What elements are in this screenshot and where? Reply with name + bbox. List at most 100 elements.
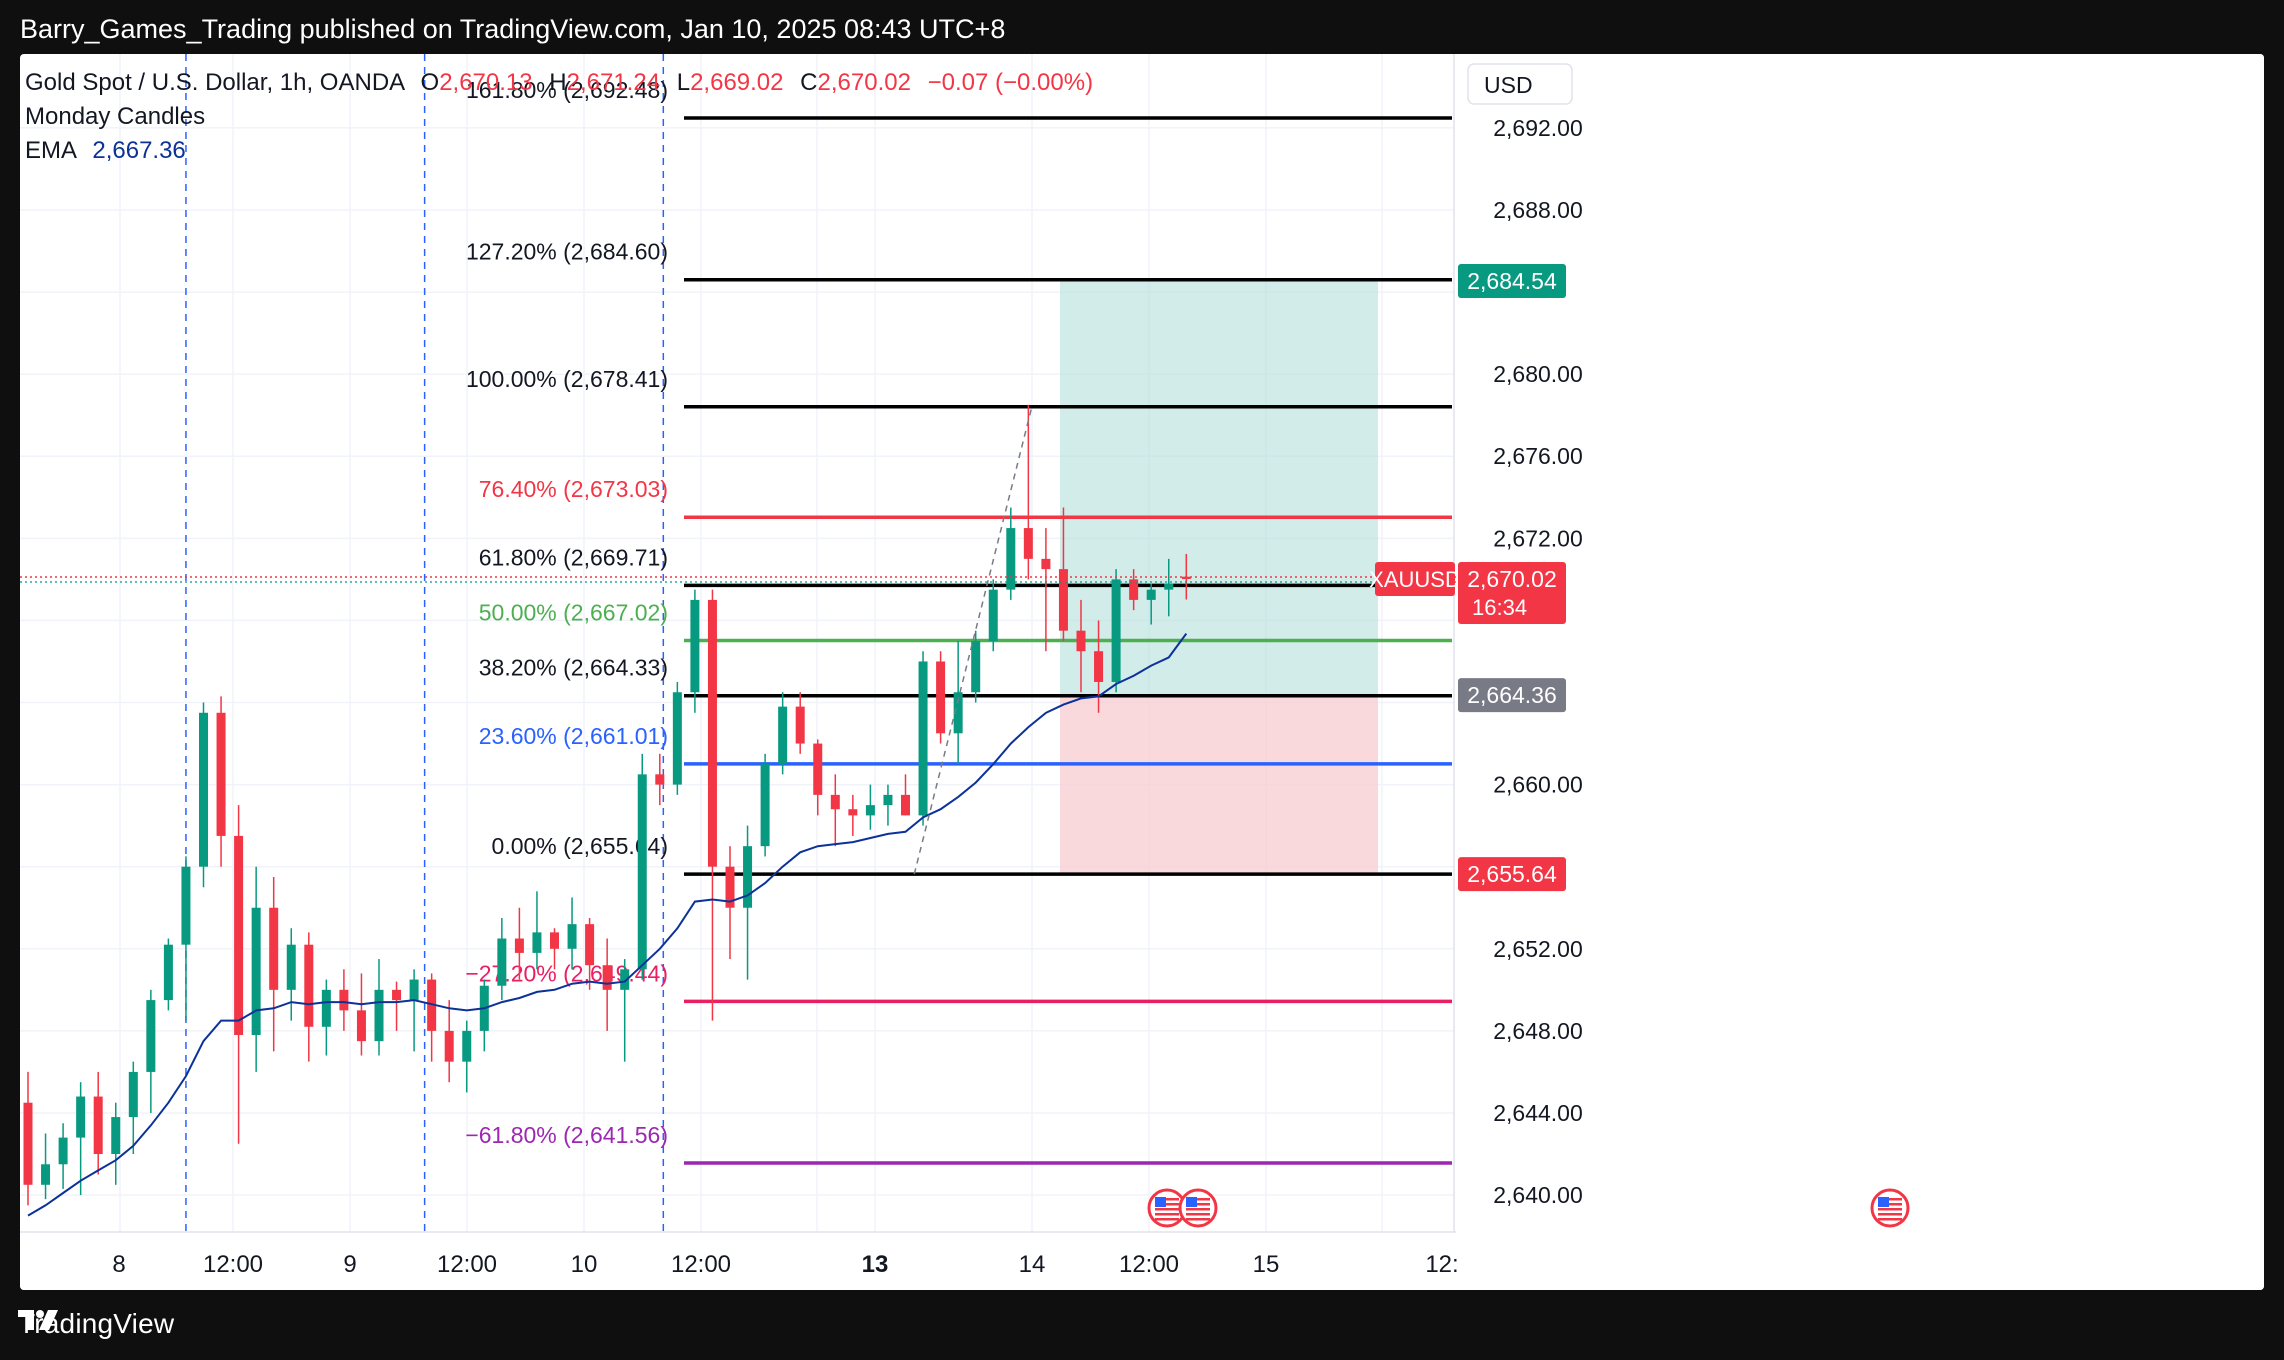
legend-close: 2,670.02 (818, 69, 911, 96)
candle (163, 938, 173, 1011)
candle (93, 1071, 103, 1175)
candle (760, 753, 770, 857)
candle-body (1041, 558, 1051, 570)
candle (497, 918, 507, 1001)
candle (304, 932, 314, 1062)
session-breaks (185, 54, 665, 1232)
candle (444, 1000, 454, 1083)
candle-body (707, 599, 717, 867)
candle-body (1058, 569, 1068, 631)
legend-open-label: O (421, 69, 440, 96)
legend-low-label: L (677, 69, 690, 96)
candle (1146, 583, 1156, 625)
candle-body (1164, 583, 1174, 590)
candle (23, 1071, 33, 1206)
candle (690, 589, 700, 713)
candle-body (321, 989, 331, 1027)
candle (1023, 404, 1033, 580)
candle-body (672, 692, 682, 785)
footer: TradingView (0, 1292, 2284, 1360)
flag-stripe (1155, 1203, 1179, 1206)
current-price-label: 2,670.02 (1467, 566, 1557, 592)
legend-high: 2,671.24 (567, 69, 660, 96)
flag-stripe (1186, 1208, 1210, 1211)
candle (550, 928, 559, 970)
candle-body (462, 1030, 472, 1062)
candle-body (1146, 589, 1156, 600)
candle-body (760, 764, 770, 847)
candle-body (374, 989, 384, 1042)
candle-body (585, 924, 595, 966)
candle-body (1181, 576, 1191, 579)
us-flag-icon[interactable] (1147, 1188, 1187, 1228)
economic-events (1147, 1188, 1910, 1228)
flag-stripe (1186, 1213, 1210, 1216)
time-tick: 12:00 (437, 1251, 497, 1278)
current-price-badge (1458, 561, 1566, 624)
time-tick: 12:00 (1119, 1251, 1179, 1278)
candle (216, 696, 226, 867)
legend-line-1: Gold Spot / U.S. Dollar, 1h, OANDA O2,67… (25, 69, 1093, 96)
candle-body (690, 599, 700, 693)
candle (936, 651, 946, 744)
candle (514, 907, 524, 980)
candle (128, 1061, 138, 1155)
candle (1041, 528, 1051, 652)
candle (234, 805, 244, 1144)
candle-body (427, 979, 437, 1031)
time-axis-bg (20, 1232, 1456, 1290)
candle (725, 846, 735, 960)
candle (988, 579, 998, 652)
candle-body (1111, 579, 1121, 682)
flag-canton (1155, 1197, 1166, 1207)
time-tick: 10 (571, 1251, 598, 1278)
flag-stripe (1186, 1203, 1210, 1206)
flag-stripe (1155, 1198, 1179, 1201)
price-chart[interactable]: 161.80% (2,692.48) 127.20% (2,684.60) 100.… (20, 54, 2264, 1290)
candle-body (550, 932, 559, 949)
candle-body (216, 712, 226, 836)
flag-canton (1878, 1197, 1889, 1207)
candle (251, 866, 261, 1072)
candle (462, 1020, 472, 1093)
candle-body (865, 805, 875, 816)
candle (181, 856, 191, 1021)
candle-body (444, 1030, 454, 1062)
long-position-tool (1060, 280, 1378, 875)
currency-label: USD (1484, 72, 1533, 98)
ema-line (27, 633, 1188, 1217)
candle-body (356, 1010, 366, 1042)
us-flag-icon[interactable] (1178, 1188, 1218, 1228)
tradingview-brand[interactable]: TradingView (18, 1308, 174, 1340)
price-tick: 2,676.00 (1493, 443, 1583, 469)
price-tick: 2,644.00 (1493, 1100, 1583, 1126)
legend-ema-label: EMA (25, 137, 77, 164)
candle-body (251, 907, 261, 1035)
candle-body (23, 1102, 33, 1185)
candle-body (602, 965, 612, 990)
flag-stripe (1186, 1218, 1210, 1221)
time-tick: 15 (1253, 1251, 1280, 1278)
candle-body (988, 589, 998, 641)
flag-stripe (1186, 1198, 1210, 1201)
price-axis: USD 2,692.00 2,688.00 2,680.00 2,676.00 2,672… (20, 54, 2264, 1290)
candle (637, 753, 647, 980)
candle (146, 989, 156, 1113)
candle (1164, 558, 1174, 617)
candles (23, 404, 1191, 1206)
us-flag-icon[interactable] (1870, 1188, 1910, 1228)
candle (286, 928, 296, 1021)
candle-body (514, 938, 524, 953)
legend-indicator-monday[interactable]: Monday Candles (25, 103, 205, 130)
flag-stripe (1878, 1198, 1902, 1201)
candle (1076, 599, 1086, 693)
candle-body (637, 774, 647, 970)
currency-button[interactable]: USD (1467, 63, 1573, 105)
time-tick: 9 (343, 1251, 356, 1278)
candle (199, 702, 208, 888)
chart-panel[interactable]: 161.80% (2,692.48) 127.20% (2,684.60) 100.… (20, 54, 2264, 1290)
fib-level-label: 23.60% (2,661.01) (479, 723, 668, 749)
legend-ema[interactable]: EMA 2,667.36 (25, 137, 186, 164)
candle-body (813, 743, 823, 795)
candle-body (199, 712, 208, 867)
